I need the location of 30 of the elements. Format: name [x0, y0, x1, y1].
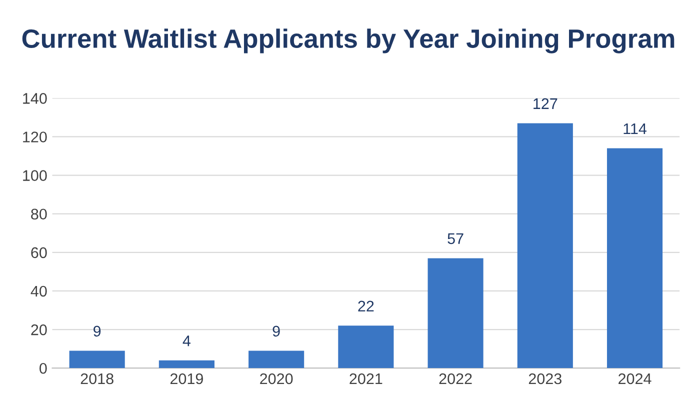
x-tick-label: 2022	[439, 373, 472, 384]
bar	[69, 350, 125, 368]
bar	[517, 123, 573, 368]
bar	[428, 258, 484, 368]
data-label: 22	[358, 300, 374, 312]
y-tick-label: 60	[31, 247, 47, 258]
data-label: 4	[182, 336, 190, 346]
x-tick-label: 2024	[618, 373, 652, 384]
x-tick-label: 2020	[260, 373, 293, 384]
y-tick-label: 20	[31, 324, 47, 336]
x-tick-label: 2019	[170, 373, 203, 384]
data-label: 127	[534, 98, 558, 109]
y-tick-label: 0	[40, 362, 47, 374]
y-tick-label: 40	[30, 286, 47, 297]
chart-title: Current Waitlist Applicants by Year Joining Program	[22, 28, 674, 54]
bar	[248, 350, 304, 368]
y-tick-label: 140	[23, 93, 47, 104]
x-tick-label: 2023	[528, 373, 562, 384]
data-label: 9	[272, 326, 280, 337]
x-tick-label: 2021	[350, 373, 382, 384]
data-label: 57	[448, 233, 464, 244]
bar	[606, 148, 663, 368]
data-label: 9	[94, 326, 101, 337]
bar	[158, 360, 214, 368]
x-tick-label: 2018	[80, 373, 114, 384]
data-label: 114	[624, 124, 647, 134]
y-tick-label: 120	[23, 132, 47, 142]
y-tick-label: 80	[31, 208, 47, 220]
bar	[338, 326, 394, 368]
y-tick-label: 100	[23, 170, 47, 181]
